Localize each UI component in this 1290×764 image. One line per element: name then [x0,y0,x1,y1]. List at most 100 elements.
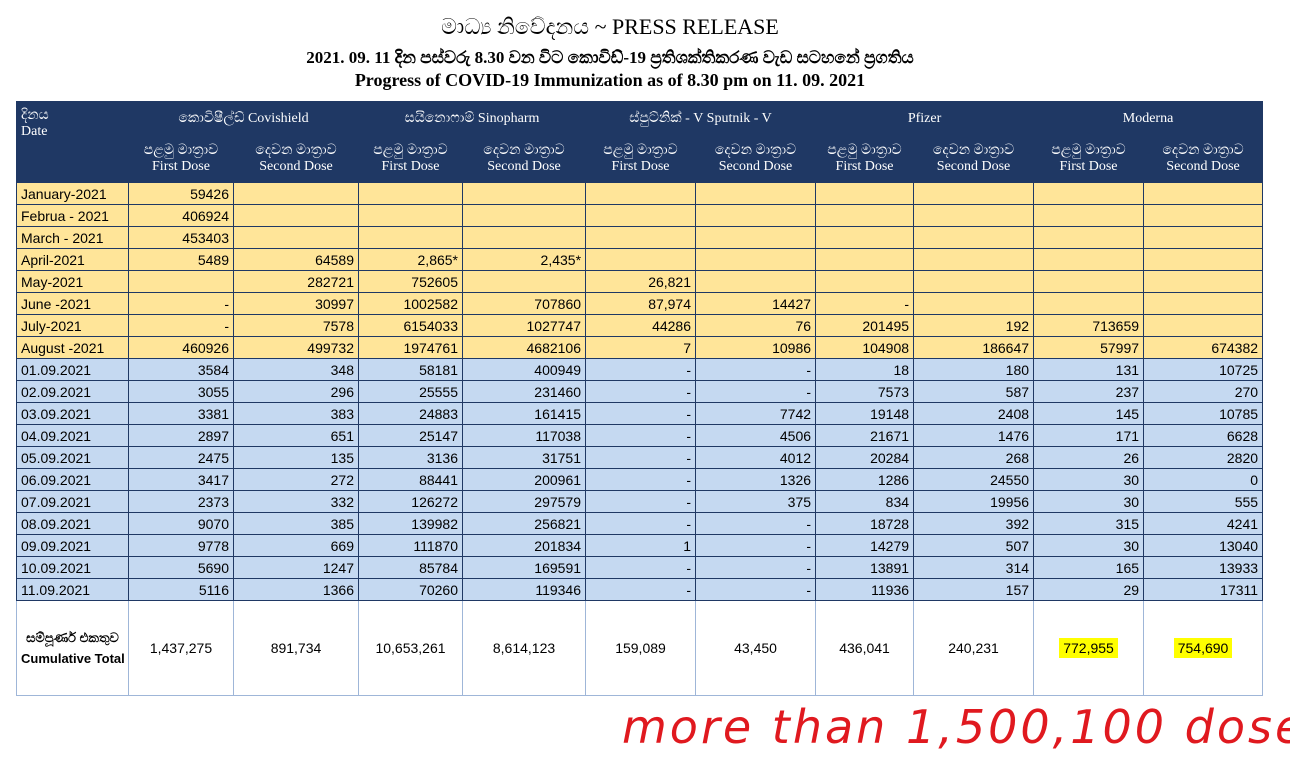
value-cell: 453403 [128,226,234,249]
value-cell: 385 [233,512,359,535]
total-cell: 891,734 [233,600,359,696]
value-cell [461,270,587,293]
value-cell [233,204,359,227]
value-cell [695,226,817,249]
vaccine-header: Moderna [1033,101,1264,136]
data-row: June -2021-30997 1002582 707860 87,974 14427… [16,292,1264,315]
date-cell: January-2021 [16,182,129,205]
total-value: 891,734 [270,640,322,656]
value-cell: 1366 [233,578,359,601]
label-si: සම්පූර්ණ එකතුව [26,630,119,645]
value-cell [815,226,915,249]
value-cell: 651 [233,424,359,447]
value-cell: 131 [1033,358,1145,381]
value-cell: 2,865* [358,248,463,271]
value-cell [1143,226,1264,249]
value-cell [695,204,817,227]
label-en: Cumulative Total [21,651,125,666]
date-cell: 08.09.2021 [16,512,129,535]
data-row: 10.09.2021 5690 1247 85784 169591- -13891 314 1… [16,556,1264,579]
value-cell: 19956 [913,490,1035,513]
date-cell: 01.09.2021 [16,358,129,381]
value-cell: 383 [233,402,359,425]
value-cell [1033,292,1145,315]
value-cell: 201834 [461,534,587,557]
date-cell: 06.09.2021 [16,468,129,491]
total-value: 240,231 [948,640,999,656]
value-cell: 14279 [815,534,915,557]
value-cell: 7742 [695,402,817,425]
total-row: සම්පූර්ණ එකතුව Cumulative Total 1,437,275 8… [16,600,1264,696]
value-cell [358,204,463,227]
date-cell: August -2021 [16,336,129,359]
value-cell: 3055 [128,380,234,403]
value-cell: 139982 [358,512,463,535]
value-cell [1033,182,1145,205]
total-cell: 436,041 [815,600,915,696]
dose-header: පළමු මාත්‍රාව First Dose [815,135,915,183]
label-si: පළමු මාත්‍රාව [373,143,448,158]
total-value: 159,089 [615,640,666,656]
value-cell [815,204,915,227]
value-cell: - [585,578,697,601]
value-cell: 268 [913,446,1035,469]
value-cell: 2373 [128,490,234,513]
value-cell [913,204,1035,227]
value-cell: 1002582 [358,292,463,315]
value-cell: - [695,380,817,403]
value-cell: 6154033 [358,314,463,337]
value-cell: 30 [1033,468,1145,491]
data-row: 08.09.2021 9070 385 139982 256821- -18728 392 3… [16,512,1264,535]
value-cell: 10725 [1143,358,1264,381]
value-cell: - [695,578,817,601]
value-cell: 17311 [1143,578,1264,601]
label-en: Second Dose [259,159,333,174]
value-cell: 31751 [461,446,587,469]
value-cell [461,182,587,205]
value-cell [233,182,359,205]
value-cell: 14427 [695,292,817,315]
vaccine-header: කොවිෂීල්ඩ් Covishield [128,101,359,136]
value-cell: 752605 [358,270,463,293]
value-cell [1033,226,1145,249]
value-cell: 29 [1033,578,1145,601]
value-cell: 200961 [461,468,587,491]
vaccination-table: දිනය Date කොවිෂීල්ඩ් Covishield සයිනොෆාම් S… [16,101,1264,696]
value-cell: 1476 [913,424,1035,447]
value-cell: 1 [585,534,697,557]
value-cell: 392 [913,512,1035,535]
dose-header: දෙවන මාත්‍රාව Second Dose [695,135,817,183]
value-cell: 44286 [585,314,697,337]
value-cell [695,248,817,271]
value-cell: 1286 [815,468,915,491]
value-cell: 13933 [1143,556,1264,579]
value-cell: 20284 [815,446,915,469]
value-cell: 26,821 [585,270,697,293]
date-cell: 10.09.2021 [16,556,129,579]
value-cell: 4012 [695,446,817,469]
value-cell: 26 [1033,446,1145,469]
value-cell: 2475 [128,446,234,469]
label-en: First Dose [381,159,440,174]
value-cell: 76 [695,314,817,337]
data-row: 05.09.2021 2475 135 3136 31751-4012 20284 268 2… [16,446,1264,469]
data-row: May-2021 282721 752605 26,821 [16,270,1264,293]
value-cell [1143,248,1264,271]
total-cell: 159,089 [585,600,697,696]
value-cell: 126272 [358,490,463,513]
date-cell: May-2021 [16,270,129,293]
dose-header: දෙවන මාත්‍රාව Second Dose [233,135,359,183]
value-cell: 5489 [128,248,234,271]
total-cell: 8,614,123 [461,600,587,696]
value-cell: 3381 [128,402,234,425]
value-cell [815,182,915,205]
label-en: First Dose [611,159,670,174]
label-en: Second Dose [487,159,561,174]
value-cell: 24550 [913,468,1035,491]
dose-header: දෙවන මාත්‍රාව Second Dose [461,135,587,183]
value-cell: - [585,446,697,469]
value-cell: 135 [233,446,359,469]
value-cell: 555 [1143,490,1264,513]
value-cell [1143,292,1264,315]
